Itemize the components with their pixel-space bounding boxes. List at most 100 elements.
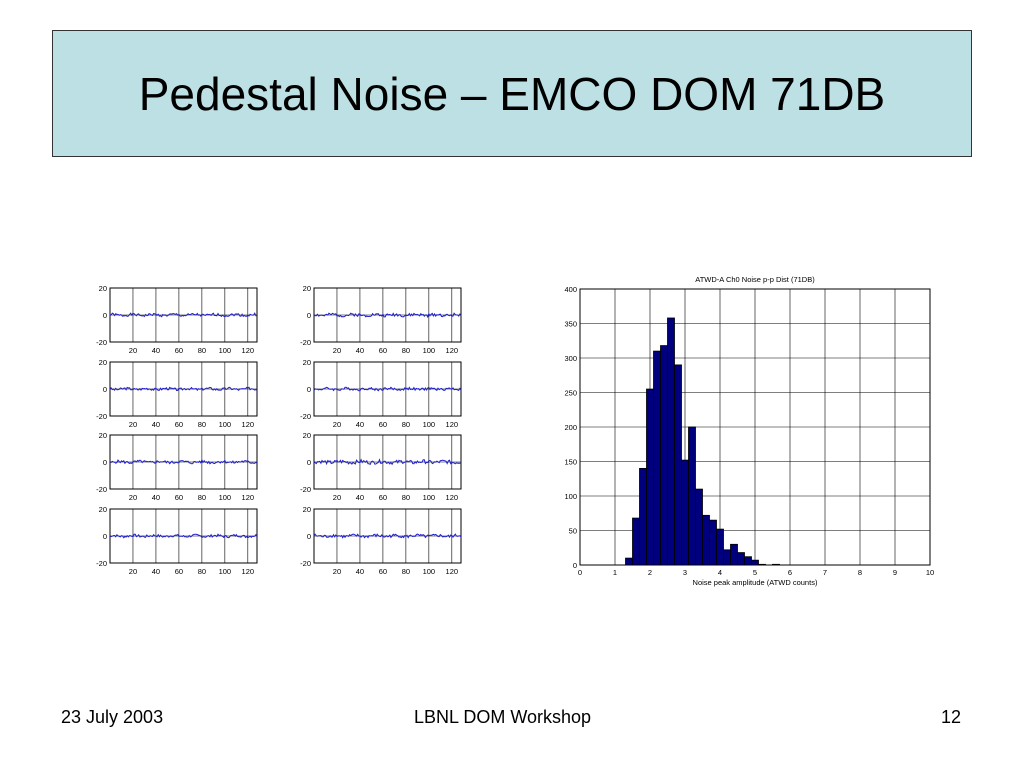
x-tick-label: 20 — [333, 346, 341, 355]
x-tick-label: 100 — [423, 346, 436, 355]
x-tick-label: 60 — [379, 493, 387, 502]
x-tick-label: 80 — [198, 346, 206, 355]
x-tick-label: 60 — [175, 420, 183, 429]
footer-date: 23 July 2003 — [61, 707, 164, 727]
histogram-bar — [688, 426, 696, 566]
x-tick-label: 20 — [333, 567, 341, 576]
y-tick-label: 0 — [103, 458, 107, 467]
y-tick-label: -20 — [96, 412, 107, 421]
x-tick-label: 40 — [356, 567, 364, 576]
y-tick-label: 20 — [303, 284, 311, 293]
footer-event: LBNL DOM Workshop — [414, 707, 592, 727]
x-tick-label: 40 — [152, 567, 160, 576]
y-tick-label: 20 — [303, 431, 311, 440]
x-tick-label: 40 — [356, 346, 364, 355]
x-tick-label: 120 — [242, 567, 255, 576]
y-tick-label: 300 — [564, 354, 577, 363]
histogram-bar — [625, 557, 633, 566]
histogram-bar — [702, 514, 710, 566]
x-tick-label: 20 — [333, 420, 341, 429]
noise-panel: 20 40 60 80 100 120 20 0 -20 — [96, 358, 258, 429]
histogram-bar — [716, 528, 724, 566]
x-tick-label: 100 — [219, 420, 232, 429]
histogram-bar — [674, 364, 682, 566]
y-tick-label: 50 — [569, 527, 577, 536]
histogram-bar — [660, 345, 668, 566]
noise-trace — [109, 386, 258, 392]
x-tick-label: 40 — [152, 346, 160, 355]
x-tick-label: 120 — [242, 420, 255, 429]
x-tick-label: 60 — [175, 346, 183, 355]
noise-panel: 20 40 60 80 100 120 20 0 -20 — [96, 284, 258, 355]
histogram-bar — [681, 459, 689, 566]
noise-trace — [313, 533, 462, 539]
y-tick-label: 0 — [103, 385, 107, 394]
x-tick-label: 1 — [613, 568, 617, 577]
y-tick-label: 0 — [573, 561, 577, 570]
x-tick-label: 80 — [402, 493, 410, 502]
noise-panel: 20 40 60 80 100 120 20 0 -20 — [300, 431, 462, 502]
y-tick-label: -20 — [300, 559, 311, 568]
y-tick-label: -20 — [96, 485, 107, 494]
x-tick-label: 120 — [446, 346, 459, 355]
x-tick-label: 120 — [242, 493, 255, 502]
x-tick-label: 100 — [423, 493, 436, 502]
noise-trace — [109, 533, 258, 539]
x-tick-label: 20 — [129, 567, 137, 576]
x-tick-label: 120 — [446, 567, 459, 576]
x-tick-label: 20 — [129, 493, 137, 502]
y-tick-label: 20 — [303, 505, 311, 514]
y-tick-label: 20 — [99, 431, 107, 440]
y-tick-label: 20 — [99, 358, 107, 367]
y-tick-label: 0 — [307, 532, 311, 541]
x-tick-label: 80 — [198, 493, 206, 502]
noise-panel: 20 40 60 80 100 120 20 0 -20 — [300, 358, 462, 429]
x-tick-label: 6 — [788, 568, 792, 577]
noise-trace — [313, 312, 462, 319]
histogram-bar — [772, 563, 780, 566]
x-tick-label: 40 — [152, 493, 160, 502]
x-tick-label: 60 — [379, 420, 387, 429]
y-tick-label: 20 — [99, 505, 107, 514]
histogram-bar — [646, 388, 654, 566]
x-tick-label: 120 — [446, 420, 459, 429]
x-tick-label: 3 — [683, 568, 687, 577]
y-tick-label: 0 — [307, 458, 311, 467]
x-tick-label: 4 — [718, 568, 722, 577]
y-tick-label: 100 — [564, 492, 577, 501]
noise-trace — [313, 386, 462, 392]
x-tick-label: 60 — [175, 567, 183, 576]
x-tick-label: 2 — [648, 568, 652, 577]
noise-panel: 20 40 60 80 100 120 20 0 -20 — [96, 505, 258, 576]
x-tick-label: 10 — [926, 568, 934, 577]
title-box: Pedestal Noise – EMCO DOM 71DB — [52, 30, 972, 157]
x-tick-label: 20 — [129, 346, 137, 355]
histogram-bar — [744, 556, 752, 566]
x-tick-label: 100 — [219, 493, 232, 502]
page-title: Pedestal Noise – EMCO DOM 71DB — [138, 67, 886, 120]
x-tick-label: 7 — [823, 568, 827, 577]
histogram-x-label: Noise peak amplitude (ATWD counts) — [693, 578, 818, 587]
noise-trace — [109, 312, 258, 318]
x-tick-label: 40 — [356, 420, 364, 429]
y-tick-label: 150 — [564, 458, 577, 467]
y-tick-label: -20 — [300, 485, 311, 494]
x-tick-label: 100 — [423, 567, 436, 576]
x-tick-label: 60 — [379, 567, 387, 576]
x-tick-label: 80 — [198, 420, 206, 429]
x-tick-label: 40 — [152, 420, 160, 429]
y-tick-label: 0 — [103, 532, 107, 541]
x-tick-label: 20 — [129, 420, 137, 429]
noise-trace — [109, 458, 258, 465]
histogram-bar — [723, 549, 731, 566]
x-tick-label: 80 — [402, 567, 410, 576]
noise-panel: 20 40 60 80 100 120 20 0 -20 — [96, 431, 258, 502]
histogram-bar — [751, 559, 759, 566]
histogram-bar — [737, 552, 745, 566]
histogram-bar — [695, 488, 703, 566]
x-tick-label: 120 — [242, 346, 255, 355]
y-tick-label: -20 — [96, 559, 107, 568]
y-tick-label: -20 — [300, 412, 311, 421]
x-tick-label: 60 — [175, 493, 183, 502]
